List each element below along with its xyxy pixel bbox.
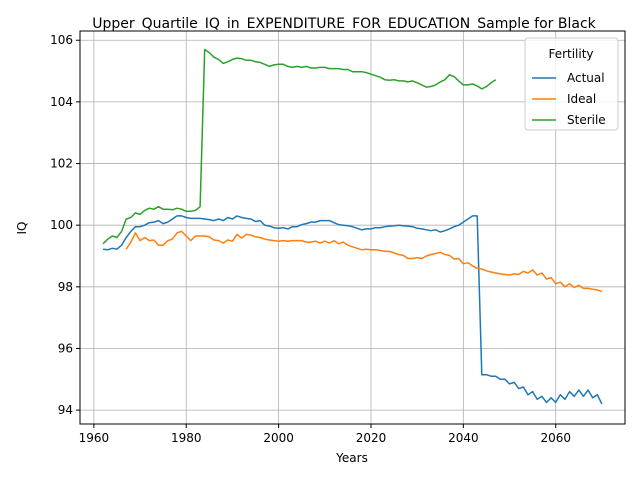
legend-label-actual: Actual xyxy=(567,71,605,85)
chart-title: Upper_Quartile_IQ_in_EXPENDITURE_FOR_EDU… xyxy=(92,16,596,32)
legend: Fertility Actual Ideal Sterile xyxy=(524,37,619,131)
x-tick-label: 1960 xyxy=(79,431,110,445)
axes-frame xyxy=(79,30,626,425)
x-axis-ticks: 1960 1980 2000 2020 2040 2060 xyxy=(79,424,571,445)
y-tick-label: 102 xyxy=(50,157,73,171)
x-tick-label: 2060 xyxy=(540,431,571,445)
x-tick-label: 2020 xyxy=(356,431,387,445)
y-tick-label: 104 xyxy=(50,95,73,109)
x-axis-label: Years xyxy=(335,451,368,465)
y-tick-label: 106 xyxy=(50,33,73,47)
y-tick-label: 94 xyxy=(58,403,73,417)
y-tick-label: 100 xyxy=(50,218,73,232)
legend-label-ideal: Ideal xyxy=(567,92,596,106)
series-lines xyxy=(102,48,603,405)
legend-box xyxy=(524,37,619,131)
series-line-sterile xyxy=(102,48,497,245)
x-tick-label: 1980 xyxy=(171,431,202,445)
legend-title: Fertility xyxy=(548,47,593,61)
legend-label-sterile: Sterile xyxy=(567,113,606,127)
series-line-actual xyxy=(103,215,603,405)
legend-entries: Actual Ideal Sterile xyxy=(532,71,606,127)
y-tick-label: 96 xyxy=(58,341,73,355)
x-tick-label: 2040 xyxy=(448,431,479,445)
series-line-ideal xyxy=(125,230,603,293)
y-axis-label: IQ xyxy=(15,222,29,235)
y-tick-label: 98 xyxy=(58,280,73,294)
y-axis-ticks: 94 96 98 100 102 104 106 xyxy=(50,33,80,417)
x-tick-label: 2000 xyxy=(263,431,294,445)
